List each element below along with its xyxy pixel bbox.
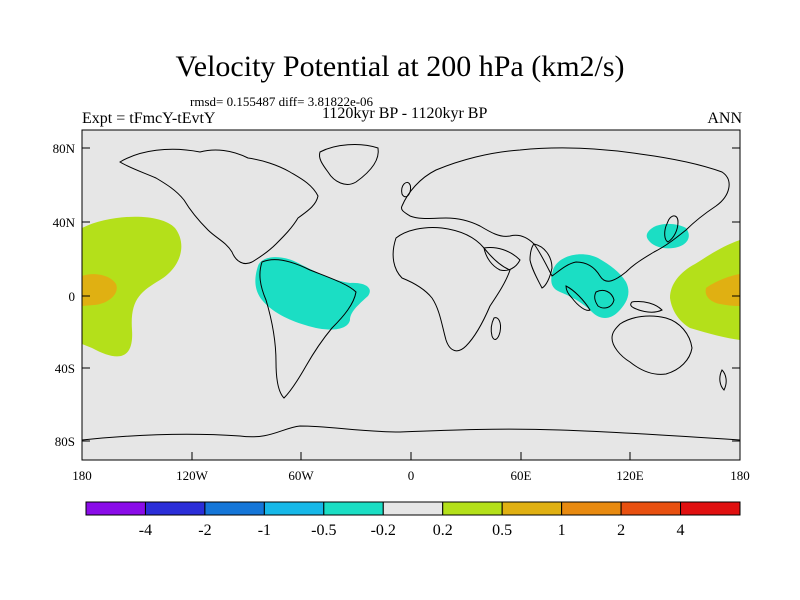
colorbar-box [442, 501, 503, 516]
colorbar-box [382, 501, 444, 516]
coast-japan [664, 215, 679, 243]
lat-tick-label: 80S [55, 434, 75, 449]
colorbar-label: -1 [258, 522, 271, 539]
colorbar-box [323, 501, 384, 516]
anomaly-regions [82, 216, 740, 357]
coast-greenland [319, 144, 379, 185]
colorbar-boxes [85, 501, 741, 516]
region-west-pacific-core [705, 274, 740, 306]
lat-tick-label: 80N [53, 141, 76, 156]
experiment-label: Expt = tFmcY-tEvtY [82, 110, 216, 127]
coast-eurasia [401, 147, 730, 282]
lat-tick-label: 40N [53, 215, 76, 230]
lon-tick-label: 120E [616, 468, 644, 483]
lon-tick-label: 60E [511, 468, 532, 483]
region-maritime-continent-negative [551, 254, 629, 318]
colorbar-box [501, 501, 563, 516]
region-west-pacific-positive [670, 240, 740, 340]
colorbar-labels: -4 -2 -1 -0.5 -0.2 0.2 0.5 1 2 4 [139, 522, 685, 539]
colorbar-label: 1 [558, 522, 566, 539]
colorbar-box [263, 501, 325, 516]
colorbar-label: -4 [139, 522, 152, 539]
coast-north-america [119, 148, 319, 265]
region-central-pacific-positive [82, 216, 182, 357]
colorbar-box [85, 501, 146, 516]
coast-madagascar [490, 317, 501, 340]
coast-india [529, 243, 553, 289]
lat-axis [82, 147, 740, 442]
lon-tick-label: 180 [730, 468, 750, 483]
map-background [82, 130, 740, 460]
coastlines [82, 144, 740, 441]
coast-africa [392, 227, 511, 352]
lon-tick-label: 180 [72, 468, 92, 483]
lon-tick-label: 120W [176, 468, 209, 483]
coast-antarctica [82, 425, 740, 441]
lat-tick-label: 0 [69, 289, 76, 304]
region-central-pacific-core [82, 274, 117, 306]
coast-new-guinea [630, 301, 663, 313]
coast-sumatra [565, 285, 591, 311]
season-label: ANN [707, 110, 742, 127]
stats-line: rmsd= 0.155487 diff= 3.81822e-06 [190, 94, 374, 109]
coast-new-zealand [719, 369, 727, 391]
colorbar-box [144, 501, 206, 516]
colorbar-box [680, 501, 741, 516]
colorbar-box [204, 501, 265, 516]
lat-tick-label: 40S [55, 361, 75, 376]
region-south-america-negative [255, 257, 370, 330]
region-japan-negative [646, 223, 689, 249]
colorbar-label: 0.2 [433, 522, 453, 539]
colorbar-label: 4 [677, 522, 685, 539]
colorbar-label: 2 [617, 522, 625, 539]
lon-axis [81, 452, 741, 460]
coast-arabia [483, 247, 521, 271]
colorbar-label: 0.5 [492, 522, 512, 539]
period-label: 1120kyr BP - 1120kyr BP [322, 105, 488, 122]
colorbar-box [561, 501, 622, 516]
coast-australia [611, 315, 693, 375]
chart-title: Velocity Potential at 200 hPa (km2/s) [175, 50, 625, 83]
coast-south-america [259, 259, 357, 399]
colorbar-box [620, 501, 682, 516]
coast-borneo [594, 289, 615, 309]
lon-tick-label: 60W [288, 468, 314, 483]
lon-tick-label: 0 [408, 468, 415, 483]
colorbar-label: -0.5 [311, 522, 336, 539]
coast-uk [401, 181, 411, 198]
colorbar-label: -0.2 [371, 522, 396, 539]
colorbar-label: -2 [198, 522, 211, 539]
